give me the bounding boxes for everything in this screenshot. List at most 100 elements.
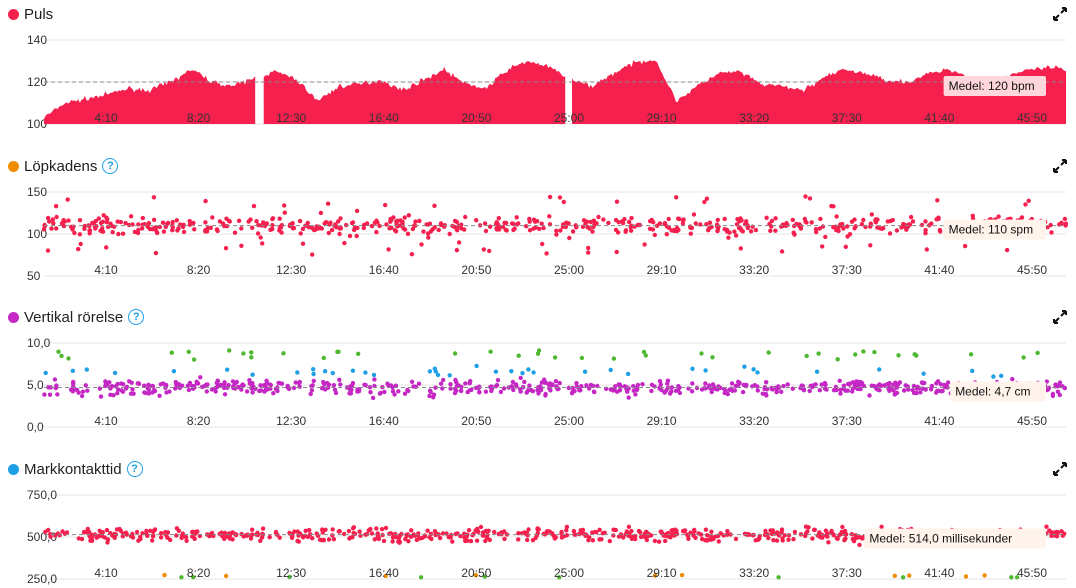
data-point [584, 383, 589, 388]
data-point [100, 229, 106, 234]
data-point [677, 216, 682, 222]
data-point [205, 229, 210, 234]
help-icon[interactable]: ? [126, 461, 143, 477]
data-point [307, 527, 312, 533]
data-point [991, 374, 996, 379]
data-point [903, 383, 908, 388]
x-tick-label: 16:40 [369, 414, 399, 428]
data-point [663, 538, 668, 544]
data-point [742, 364, 747, 369]
data-point [330, 527, 335, 532]
data-point [675, 387, 681, 393]
data-point [459, 226, 464, 231]
data-point [191, 575, 196, 580]
data-point [396, 389, 401, 394]
panel-vertikal: Vertikal rörelse ? [0, 307, 1076, 447]
data-point [48, 534, 53, 539]
data-point [369, 223, 375, 229]
data-point [378, 390, 383, 396]
data-point [135, 381, 140, 386]
data-point [41, 227, 47, 232]
data-point [250, 527, 255, 532]
data-point [679, 572, 685, 578]
data-point [70, 368, 76, 373]
data-point [115, 219, 120, 224]
expand-icon[interactable] [1052, 6, 1068, 22]
data-point [114, 527, 120, 532]
data-point [557, 195, 563, 200]
data-point [335, 349, 340, 354]
data-point [105, 537, 111, 542]
data-point [56, 349, 61, 354]
expand-icon[interactable] [1052, 158, 1068, 174]
data-point [584, 533, 589, 538]
data-point [140, 215, 145, 221]
data-point [267, 382, 273, 387]
data-point [861, 217, 866, 223]
data-point [1057, 380, 1063, 385]
data-point [51, 221, 56, 226]
data-point [337, 226, 343, 231]
data-point [594, 530, 599, 535]
expand-icon[interactable] [1052, 461, 1068, 477]
help-icon[interactable]: ? [128, 309, 145, 325]
data-point [222, 536, 227, 541]
expand-icon[interactable] [1052, 309, 1068, 325]
data-point [621, 535, 626, 540]
data-point [699, 351, 704, 356]
data-point [330, 370, 335, 376]
data-point [151, 217, 157, 222]
data-point [179, 575, 184, 580]
data-point [668, 535, 673, 540]
data-point [217, 219, 223, 224]
data-point [251, 203, 257, 209]
data-point [557, 380, 562, 386]
data-point [84, 367, 90, 372]
data-point [326, 230, 331, 236]
data-point [289, 535, 295, 540]
data-point [50, 217, 55, 222]
data-point [623, 229, 628, 234]
data-point [96, 216, 102, 221]
data-point [773, 216, 778, 221]
data-point [861, 349, 866, 354]
data-point [66, 356, 71, 361]
panel-title-markkontakt: Markkontakttid ? [8, 459, 143, 479]
data-point [566, 385, 571, 391]
data-point [693, 221, 698, 226]
data-point [438, 381, 444, 386]
data-point [566, 221, 571, 226]
data-point [558, 228, 563, 233]
data-point [496, 226, 501, 231]
data-point [144, 528, 149, 534]
data-point [467, 388, 472, 393]
data-point [582, 369, 588, 374]
data-point [250, 390, 255, 395]
data-point [533, 225, 538, 230]
x-tick-label: 16:40 [369, 263, 399, 277]
data-point [652, 538, 658, 544]
data-point [327, 222, 332, 227]
data-point [355, 389, 360, 394]
data-point [128, 214, 134, 219]
data-point [239, 387, 244, 392]
data-point [305, 220, 310, 226]
data-point [346, 528, 352, 534]
data-point [690, 366, 695, 371]
data-point [71, 379, 76, 385]
x-tick-label: 25:00 [554, 263, 584, 277]
data-point [80, 389, 86, 394]
data-point [330, 533, 335, 538]
data-point [829, 528, 834, 534]
data-point [805, 529, 810, 534]
data-point [224, 216, 229, 221]
data-point [543, 393, 548, 398]
data-point [554, 228, 559, 233]
data-point [264, 378, 269, 383]
data-point [368, 390, 373, 395]
help-icon[interactable]: ? [102, 158, 119, 174]
data-point [935, 198, 940, 203]
data-point [150, 390, 155, 395]
data-point [77, 232, 83, 237]
data-point [282, 203, 287, 208]
